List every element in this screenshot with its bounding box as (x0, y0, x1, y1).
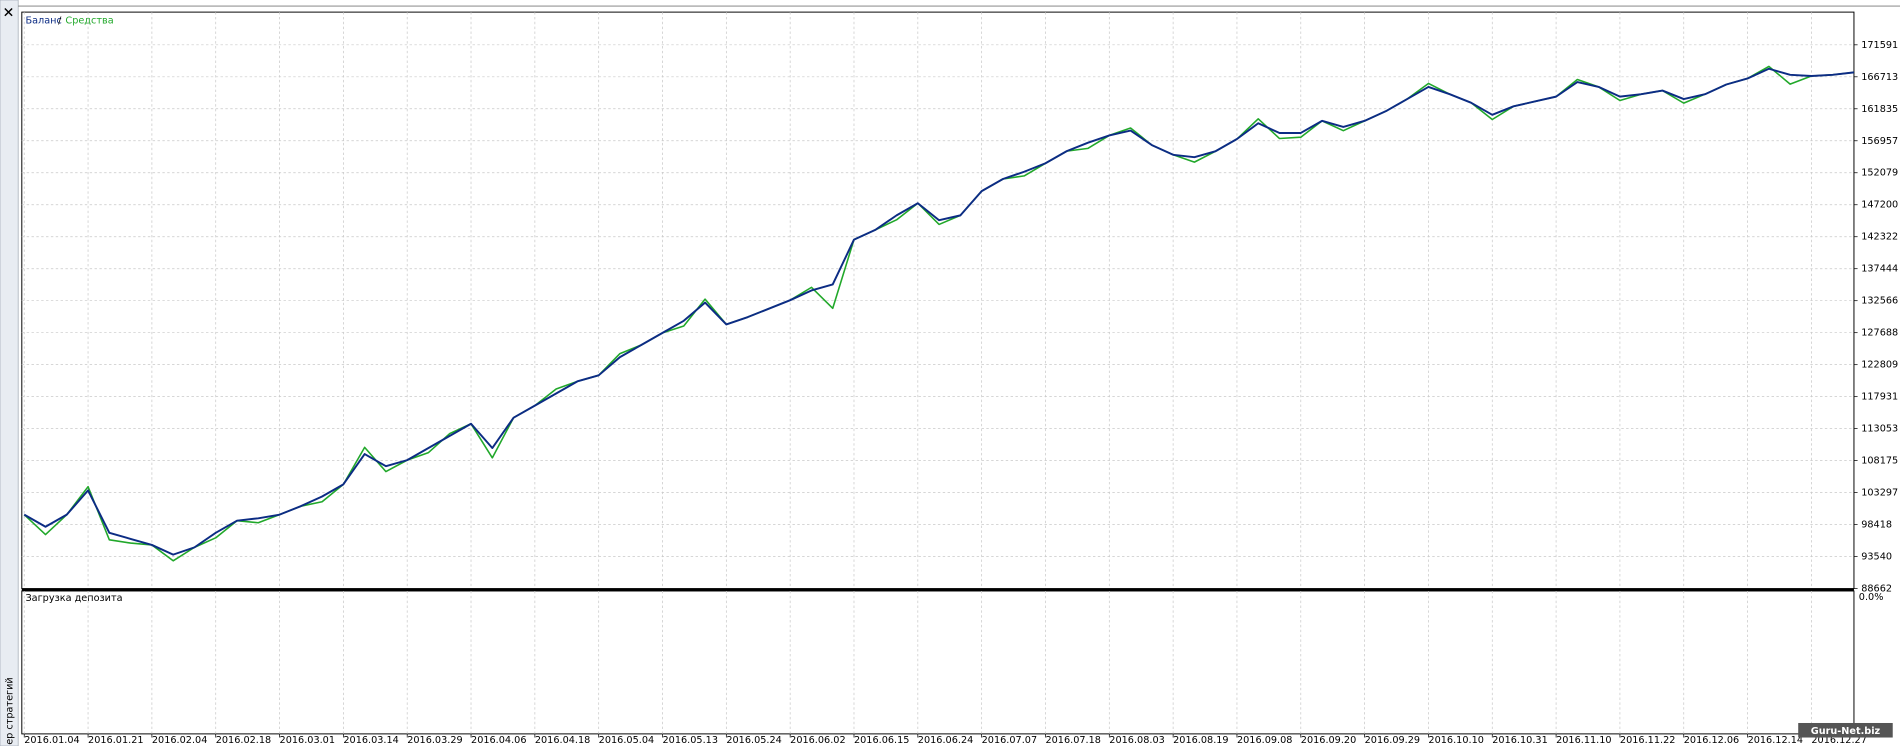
side-tab (0, 0, 19, 746)
y-tick-label: 113053 (1861, 424, 1898, 435)
y-tick-label: 171591 (1861, 40, 1898, 51)
x-tick-label: 2016.03.14 (343, 735, 398, 746)
series-line (23, 67, 1855, 556)
x-tick-label: 2016.02.04 (152, 735, 207, 746)
load-panel (21, 590, 1855, 735)
x-tick-label: 2016.08.19 (1173, 735, 1228, 746)
watermark-bg (1798, 722, 1893, 738)
y-tick-label: 108175 (1861, 456, 1898, 467)
x-tick-label: 2016.04.18 (535, 735, 590, 746)
x-tick-label: 2016.09.08 (1237, 735, 1292, 746)
x-tick-label: 2016.03.01 (280, 735, 335, 746)
x-tick-label: 2016.08.03 (1109, 735, 1164, 746)
load-tick-label: 0.0% (1859, 592, 1884, 603)
y-tick-label: 117931 (1861, 392, 1898, 403)
side-label: ер стратегий (5, 677, 16, 745)
y-tick-label: 103297 (1861, 488, 1898, 499)
y-tick-label: 161835 (1861, 104, 1898, 115)
y-tick-label: 88662 (1861, 584, 1892, 595)
x-tick-label: 2016.11.10 (1556, 735, 1611, 746)
x-tick-label: 2016.05.04 (599, 735, 654, 746)
load-panel-title: Загрузка депозита (25, 593, 122, 604)
x-tick-label: 2016.06.15 (854, 735, 909, 746)
x-tick-label: 2016.04.06 (471, 735, 526, 746)
x-tick-label: 2016.05.13 (663, 735, 718, 746)
x-tick-label: 2016.06.02 (790, 735, 845, 746)
x-tick-label: 2016.01.21 (88, 735, 143, 746)
x-tick-label: 2016.07.07 (982, 735, 1037, 746)
legend-equity: Средства (65, 16, 113, 27)
x-tick-label: 2016.07.18 (1045, 735, 1100, 746)
x-tick-label: 2016.10.31 (1492, 735, 1547, 746)
x-tick-label: 2016.11.22 (1620, 735, 1675, 746)
y-tick-label: 142322 (1861, 232, 1898, 243)
y-tick-label: 132566 (1861, 296, 1898, 307)
y-tick-label: 122809 (1861, 360, 1898, 371)
x-tick-label: 2016.09.29 (1365, 735, 1420, 746)
x-tick-label: 2016.03.29 (407, 735, 462, 746)
y-tick-label: 156957 (1861, 136, 1898, 147)
y-tick-label: 127688 (1861, 328, 1898, 339)
x-tick-label: 2016.12.06 (1684, 735, 1739, 746)
x-tick-label: 2016.09.20 (1301, 735, 1356, 746)
x-tick-label: 2016.05.24 (726, 735, 781, 746)
legend-separator: / (58, 16, 62, 27)
y-tick-label: 137444 (1861, 264, 1898, 275)
y-tick-label: 152079 (1861, 168, 1898, 179)
legend-balance: Баланс (25, 16, 61, 27)
y-tick-label: 98418 (1861, 520, 1892, 531)
x-tick-label: 2016.01.04 (24, 735, 79, 746)
x-tick-label: 2016.10.10 (1428, 735, 1483, 746)
x-tick-label: 2016.12.27 (1811, 735, 1866, 746)
x-tick-label: 2016.12.14 (1748, 735, 1803, 746)
close-button[interactable] (4, 7, 13, 17)
x-tick-label: 2016.02.18 (216, 735, 271, 746)
y-tick-label: 166713 (1861, 72, 1898, 83)
y-tick-label: 93540 (1861, 552, 1892, 563)
y-tick-label: 147200 (1861, 200, 1898, 211)
watermark: Guru-Net.biz (1811, 726, 1881, 737)
x-tick-label: 2016.06.24 (918, 735, 973, 746)
